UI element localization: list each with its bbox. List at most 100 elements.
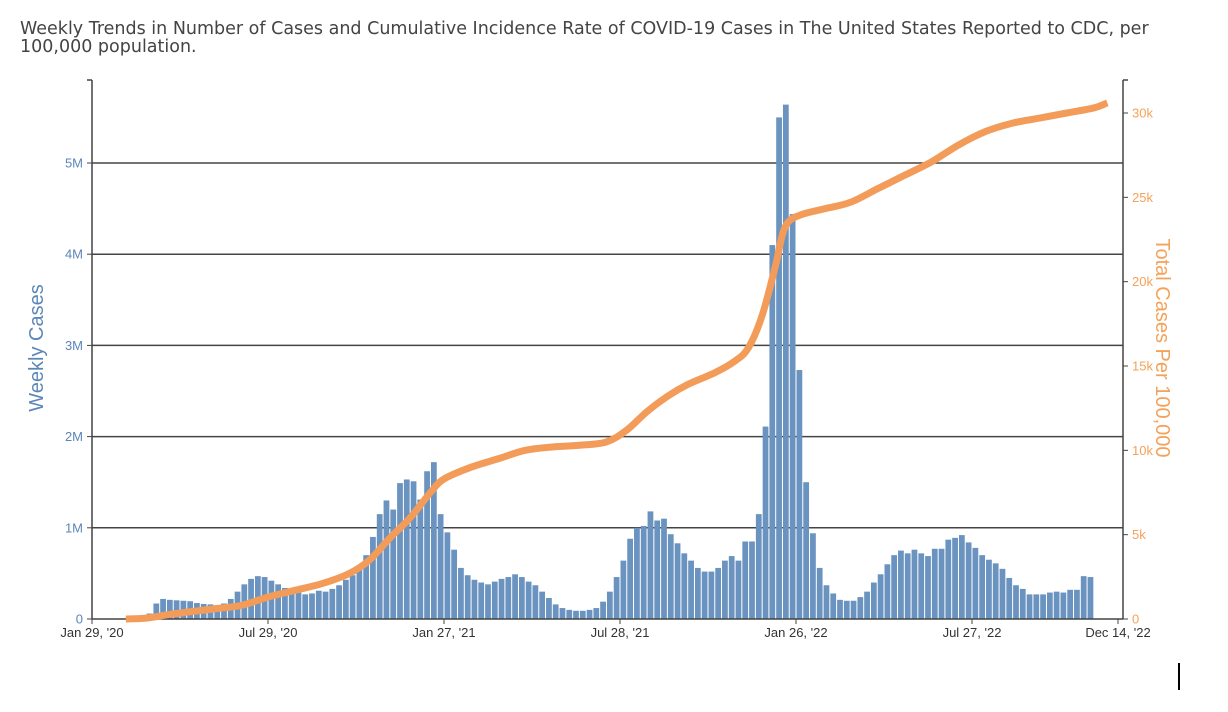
- bar: [160, 598, 166, 619]
- bar: [1026, 594, 1033, 619]
- bar: [979, 555, 986, 619]
- x-tick-label: Dec 14, '22: [1085, 625, 1150, 640]
- bar: [512, 574, 518, 619]
- bar: [403, 479, 410, 619]
- bar: [329, 588, 336, 619]
- bar: [708, 571, 715, 619]
- bar: [376, 514, 383, 619]
- bar: [268, 580, 275, 619]
- bar: [444, 532, 451, 619]
- x-tick-label: Jan 27, '21: [412, 625, 475, 640]
- y-tick-label: 0: [76, 612, 83, 627]
- bar: [539, 591, 546, 619]
- bar: [505, 577, 512, 619]
- bar: [342, 579, 349, 619]
- bar: [1067, 589, 1074, 619]
- bar: [728, 556, 735, 619]
- bar: [552, 604, 559, 619]
- bar: [593, 608, 600, 619]
- y2-tick-label: 10k: [1132, 443, 1153, 458]
- x-tick-label: Jul 28, '21: [591, 625, 650, 640]
- gridlines: [92, 162, 1123, 529]
- y-tick-label: 1M: [65, 520, 83, 535]
- bar: [600, 601, 606, 619]
- bar: [349, 575, 356, 619]
- bar: [925, 556, 931, 619]
- bar: [898, 550, 904, 619]
- tick-labels: 0 1M 2M 3M 4M 5M 0 5k 10k 15k 20k 25k 30k Jan 29, '20…: [60, 106, 1153, 641]
- bar: [857, 597, 864, 619]
- y-tick-label: 2M: [65, 429, 83, 444]
- bar: [681, 553, 688, 619]
- bar: [911, 549, 918, 619]
- chart-title: Weekly Trends in Number of Cases and Cum…: [20, 19, 1149, 57]
- bar: [390, 509, 397, 619]
- bar: [282, 587, 288, 619]
- cumulative-line: [125, 99, 1109, 623]
- bar: [904, 553, 911, 619]
- bar: [952, 537, 958, 619]
- bar: [275, 584, 282, 619]
- bar: [322, 591, 329, 619]
- x-tick-label: Jul 29, '20: [239, 625, 298, 640]
- bar: [884, 564, 891, 619]
- bar: [782, 104, 789, 619]
- bar: [153, 603, 160, 619]
- bar: [579, 610, 586, 619]
- bar: [931, 548, 938, 619]
- bar: [1080, 576, 1087, 619]
- y-axis-label: Weekly Cases: [26, 284, 48, 411]
- bar: [749, 541, 755, 619]
- bar: [694, 567, 701, 619]
- bar: [417, 499, 424, 619]
- bar: [938, 548, 945, 619]
- bar: [573, 610, 579, 619]
- bar: [336, 585, 342, 619]
- bar: [370, 536, 376, 619]
- bar: [722, 560, 728, 619]
- y2-tick-label: 5k: [1132, 527, 1146, 542]
- bar: [837, 599, 843, 619]
- bar: [363, 555, 370, 619]
- bar: [546, 598, 552, 619]
- bar: [424, 471, 430, 619]
- bar: [1060, 592, 1067, 619]
- bar: [810, 533, 816, 619]
- y2-tick-label: 0: [1132, 612, 1139, 627]
- bar: [918, 553, 925, 619]
- bar: [295, 592, 302, 619]
- bar: [654, 520, 661, 619]
- bar: [478, 582, 485, 619]
- bar: [843, 600, 850, 619]
- bar: [1006, 577, 1013, 619]
- bar: [309, 593, 315, 619]
- y-tick-label: 5M: [65, 156, 83, 171]
- bar: [796, 370, 803, 619]
- bar: [1053, 591, 1060, 619]
- bar: [166, 599, 173, 619]
- bar: [674, 543, 681, 619]
- bar: [891, 555, 898, 619]
- bar: [525, 581, 532, 619]
- bar: [1019, 588, 1026, 619]
- bar: [566, 609, 573, 619]
- bar: [640, 525, 647, 619]
- bar: [789, 214, 796, 619]
- y2-tick-label: 15k: [1132, 359, 1153, 374]
- y-tick-label: 3M: [65, 338, 83, 353]
- bar: [464, 575, 471, 619]
- bar: [715, 567, 722, 619]
- bar: [803, 482, 810, 619]
- bar: [491, 581, 498, 619]
- bar: [735, 560, 742, 619]
- bar: [742, 541, 749, 619]
- bar-series: [139, 104, 1094, 620]
- bar: [214, 605, 221, 619]
- bar: [437, 514, 444, 619]
- x-tick-label: Jan 29, '20: [60, 625, 123, 640]
- bar: [458, 567, 464, 619]
- bar: [945, 539, 952, 619]
- y2-tick-label: 30k: [1132, 106, 1153, 121]
- bar: [864, 591, 870, 619]
- bar: [1046, 592, 1053, 619]
